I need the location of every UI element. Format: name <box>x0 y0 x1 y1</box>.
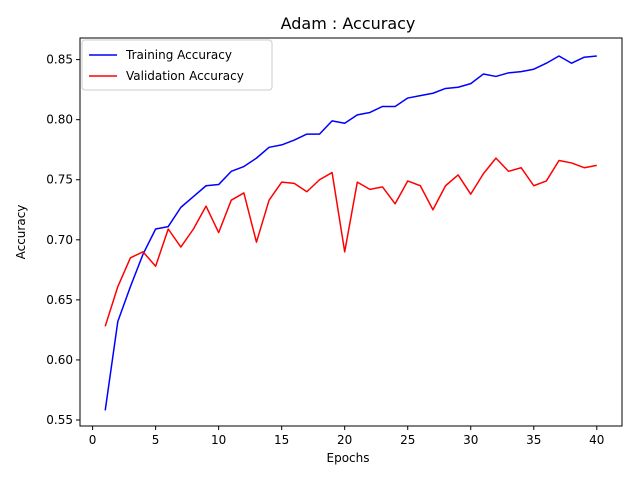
y-axis-label: Accuracy <box>14 205 28 260</box>
y-tick-label: 0.85 <box>46 53 73 67</box>
series-line-training <box>104 55 597 411</box>
x-tick-label: 30 <box>463 433 478 447</box>
legend-box <box>81 39 273 91</box>
y-tick-label: 0.65 <box>46 293 73 307</box>
x-tick-label: 0 <box>89 433 97 447</box>
x-tick-label: 40 <box>589 433 604 447</box>
series-line-validation <box>104 157 597 327</box>
x-tick-label: 15 <box>274 433 289 447</box>
plot-frame <box>79 37 623 427</box>
x-axis-label: Epochs <box>327 451 370 465</box>
legend: Training Accuracy Validation Accuracy <box>81 39 273 91</box>
y-tick-label: 0.55 <box>46 413 73 427</box>
x-tick-label: 20 <box>337 433 352 447</box>
chart-title: Adam : Accuracy <box>281 14 416 33</box>
y-tick-label: 0.60 <box>46 353 73 367</box>
x-tick-label: 5 <box>152 433 160 447</box>
legend-label: Validation Accuracy <box>126 69 244 83</box>
legend-label: Training Accuracy <box>125 48 232 62</box>
y-tick-label: 0.75 <box>46 173 73 187</box>
x-tick-label: 35 <box>526 433 541 447</box>
y-tick-label: 0.80 <box>46 113 73 127</box>
x-tick-label: 25 <box>400 433 415 447</box>
x-tick-label: 10 <box>211 433 226 447</box>
y-tick-label: 0.70 <box>46 233 73 247</box>
